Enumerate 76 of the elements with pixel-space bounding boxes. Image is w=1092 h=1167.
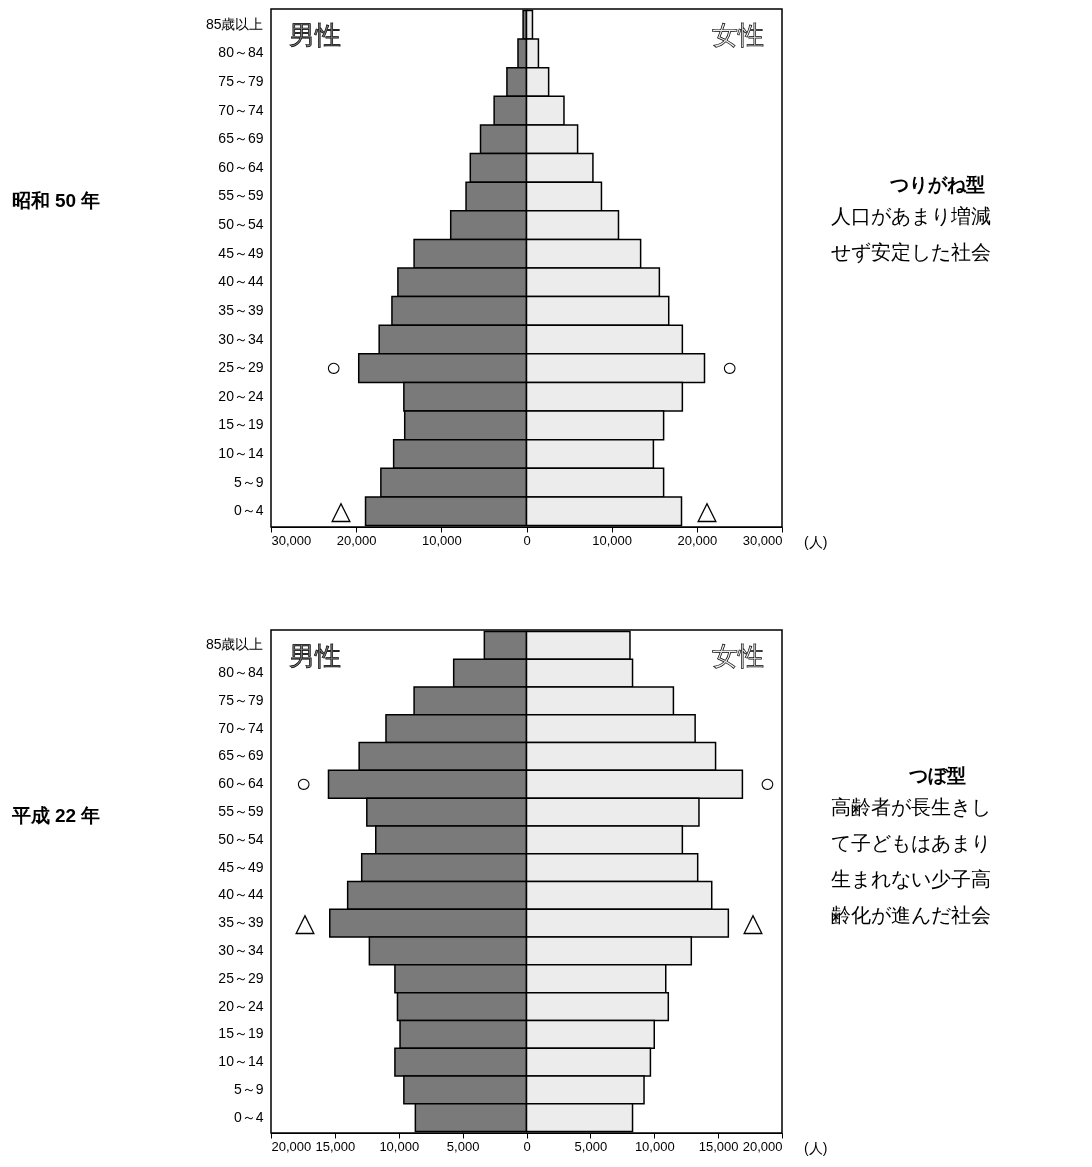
y-tick-label: 65～69	[218, 130, 264, 147]
x-tick-label: 10,000	[592, 532, 633, 548]
y-tick-label: 50～54	[218, 216, 264, 233]
x-tick-label: 30,000	[742, 532, 783, 548]
x-tick-label: 10,000	[379, 1138, 420, 1154]
x-tick-label: 15,000	[698, 1138, 739, 1154]
annotation: ○	[721, 352, 738, 383]
text: 生まれない少子高	[831, 866, 991, 891]
annotation: ○	[295, 768, 312, 799]
x-tick-label: 20,000	[677, 532, 718, 548]
x-axis-title: (人)	[804, 534, 828, 550]
y-tick-label: 70～74	[218, 101, 264, 118]
y-tick-label: 15～19	[218, 416, 264, 433]
y-tick-label: 30～34	[218, 941, 264, 958]
y-tick-label: 85歳以上	[205, 15, 264, 32]
x-tick-label: 0	[523, 1138, 531, 1154]
annotation: △	[294, 907, 315, 938]
y-tick-label: 0～4	[233, 1108, 264, 1125]
y-tick-label: 60～64	[218, 775, 264, 792]
y-tick-label: 10～14	[218, 1053, 264, 1070]
y-tick-label: 15～19	[218, 1025, 264, 1042]
y-tick-label: 70～74	[218, 719, 264, 736]
x-tick-label: 20,000	[336, 532, 377, 548]
text: せず安定した社会	[831, 240, 991, 265]
text: 昭和 50 年	[11, 189, 101, 211]
x-tick-label: 30,000	[271, 532, 312, 548]
y-tick-label: 45～49	[218, 858, 264, 875]
y-tick-label: 45～49	[218, 244, 264, 261]
x-axis-title: (人)	[804, 1140, 828, 1156]
y-tick-label: 75～79	[218, 691, 264, 708]
series-label: 女性	[712, 641, 764, 671]
y-tick-label: 20～24	[218, 997, 264, 1014]
text: 男性	[289, 20, 341, 50]
y-tick-label: 25～29	[218, 359, 264, 376]
y-tick-label: 65～69	[218, 747, 264, 764]
y-tick-label: 80～84	[218, 664, 264, 681]
x-tick-label: 20,000	[742, 1138, 783, 1154]
text: つりがね型	[889, 174, 985, 196]
x-tick-label: 5,000	[574, 1138, 608, 1154]
y-tick-label: 35～39	[218, 914, 264, 931]
x-tick-label: 5,000	[446, 1138, 480, 1154]
y-tick-label: 40～44	[218, 886, 264, 903]
text: 人口があまり増減	[831, 204, 991, 229]
x-tick-label: 0	[523, 532, 531, 548]
y-tick-label: 55～59	[218, 187, 264, 204]
y-tick-label: 0～4	[233, 502, 264, 519]
text: て子どもはあまり	[831, 830, 991, 855]
y-tick-label: 5～9	[233, 1080, 264, 1097]
annotation: ○	[325, 352, 342, 383]
y-tick-label: 30～34	[218, 330, 264, 347]
y-tick-label: 25～29	[218, 969, 264, 986]
y-tick-label: 60～64	[218, 158, 264, 175]
y-tick-label: 20～24	[218, 387, 264, 404]
y-tick-label: 50～54	[218, 830, 264, 847]
text: つぼ型	[908, 764, 966, 786]
annotation: △	[696, 495, 717, 526]
x-tick-label: 15,000	[315, 1138, 356, 1154]
y-tick-label: 75～79	[218, 72, 264, 89]
text: 女性	[712, 20, 764, 50]
x-tick-label: 10,000	[634, 1138, 675, 1154]
text: 齢化が進んだ社会	[831, 902, 991, 927]
y-tick-label: 10～14	[218, 445, 264, 462]
annotation: △	[330, 495, 351, 526]
y-tick-label: 40～44	[218, 273, 264, 290]
y-tick-label: 5～9	[233, 473, 264, 490]
y-tick-label: 55～59	[218, 803, 264, 820]
text: 高齢者が長生きし	[831, 794, 991, 819]
text: 男性	[289, 641, 341, 671]
x-tick-label: 20,000	[271, 1138, 312, 1154]
x-tick-label: 10,000	[421, 532, 462, 548]
annotation: ○	[759, 768, 776, 799]
annotation: △	[743, 907, 764, 938]
y-tick-label: 80～84	[218, 44, 264, 61]
y-tick-label: 85歳以上	[205, 636, 264, 653]
y-tick-label: 35～39	[218, 301, 264, 318]
text: 平成 22 年	[10, 805, 101, 827]
